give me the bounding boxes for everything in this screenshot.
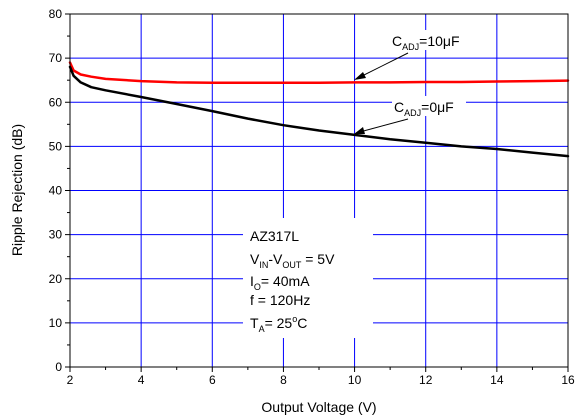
conditions-bg bbox=[243, 218, 373, 338]
axis-ticks bbox=[65, 13, 569, 372]
conditions-box: AZ317L VIN-VOUT = 5V IO= 40mA f = 120Hz … bbox=[243, 218, 373, 338]
annotation-cadj-0uf-arrowhead bbox=[354, 127, 365, 134]
condition-frequency: f = 120Hz bbox=[250, 292, 310, 308]
x-tick-label: 8 bbox=[280, 373, 287, 387]
annotation-cadj-0uf-arrow bbox=[355, 118, 409, 134]
y-tick-label: 10 bbox=[49, 316, 63, 330]
annotation-cadj-10uf-label: CADJ=10μF bbox=[392, 33, 460, 52]
series-layer bbox=[68, 61, 570, 158]
x-tick-label: 4 bbox=[138, 373, 145, 387]
annotation-cadj-10uf-arrowhead bbox=[354, 72, 366, 80]
annotation-bg bbox=[392, 96, 466, 116]
part-number: AZ317L bbox=[250, 228, 299, 244]
x-tick-label: 12 bbox=[419, 373, 433, 387]
x-tick-label: 2 bbox=[67, 373, 74, 387]
annotation-bg bbox=[388, 30, 472, 50]
x-tick-label: 16 bbox=[561, 373, 575, 387]
y-axis-title: Ripple Rejection (dB) bbox=[9, 124, 25, 256]
series-line-cadj-10uf bbox=[68, 61, 570, 85]
condition-ta: TA= 25oC bbox=[250, 314, 307, 334]
condition-vin-vout: VIN-VOUT = 5V bbox=[250, 251, 335, 270]
annotation-cadj-0uf-label: CADJ=0μF bbox=[394, 99, 454, 118]
x-tick-label: 6 bbox=[209, 373, 216, 387]
y-tick-label: 20 bbox=[49, 272, 63, 286]
y-tick-label: 30 bbox=[49, 228, 63, 242]
y-tick-label: 0 bbox=[55, 360, 62, 374]
y-tick-label: 70 bbox=[49, 51, 63, 65]
condition-io: IO= 40mA bbox=[250, 273, 310, 292]
tick-labels: 2 4 6 8 10 12 14 16 0 10 20 30 40 50 60 70 80 bbox=[49, 7, 575, 387]
x-axis-title: Output Voltage (V) bbox=[261, 399, 376, 415]
x-tick-label: 14 bbox=[490, 373, 504, 387]
annotation-cadj-10uf: CADJ=10μF bbox=[354, 30, 472, 80]
y-tick-label: 50 bbox=[49, 139, 63, 153]
y-tick-label: 60 bbox=[49, 95, 63, 109]
y-tick-label: 80 bbox=[49, 7, 63, 21]
x-tick-label: 10 bbox=[348, 373, 362, 387]
annotation-cadj-0uf: CADJ=0μF bbox=[354, 96, 466, 134]
y-tick-label: 40 bbox=[49, 184, 63, 198]
annotation-cadj-10uf-arrow bbox=[355, 52, 409, 80]
series-line-cadj-0uf bbox=[68, 65, 570, 158]
